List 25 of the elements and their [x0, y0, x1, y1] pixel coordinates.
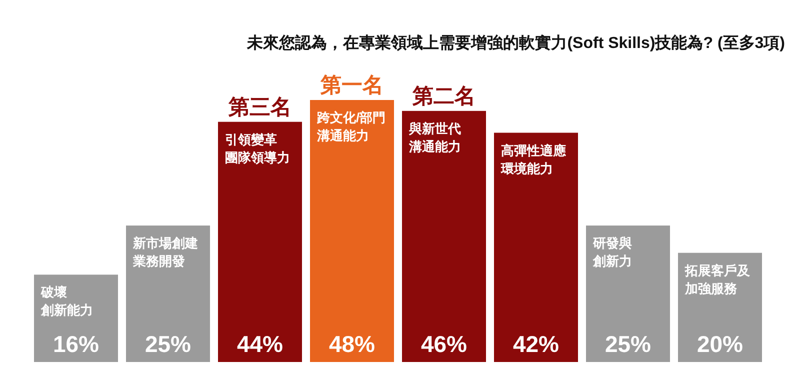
x-tick-label: 拓展客戶及加強服務: [684, 262, 751, 296]
data-label: 25%: [604, 331, 652, 357]
bar: [218, 122, 302, 362]
x-tick-label: 與新世代溝通能力: [408, 120, 461, 154]
data-label: 48%: [328, 331, 376, 357]
bar: [586, 226, 670, 362]
chart-title: 未來您認為，在專業領域上需要增強的軟實力(Soft Skills)技能為? (至多3項): [246, 34, 785, 52]
data-label: 25%: [144, 331, 192, 357]
x-tick-label: 研發與創新力: [592, 236, 632, 269]
data-label: 46%: [420, 331, 468, 357]
bar: [494, 132, 578, 362]
x-tick-label: 新市場創建業務開發: [132, 236, 198, 269]
annotation: 第三名: [228, 96, 292, 119]
annotation: 第二名: [412, 84, 476, 108]
x-tick-label: 跨文化/部門溝通能力: [316, 110, 386, 143]
data-label: 44%: [236, 331, 284, 357]
data-label: 16%: [52, 331, 100, 357]
data-label: 42%: [512, 331, 560, 357]
x-tick-label: 引領變革團隊領導力: [225, 132, 290, 165]
bar: [310, 100, 394, 362]
x-tick-label: 高彈性適應環境能力: [500, 142, 567, 176]
bar: [402, 110, 486, 362]
annotation: 第一名: [320, 74, 384, 97]
x-tick-label: 破壞創新能力: [40, 284, 93, 318]
data-label: 20%: [696, 331, 744, 357]
